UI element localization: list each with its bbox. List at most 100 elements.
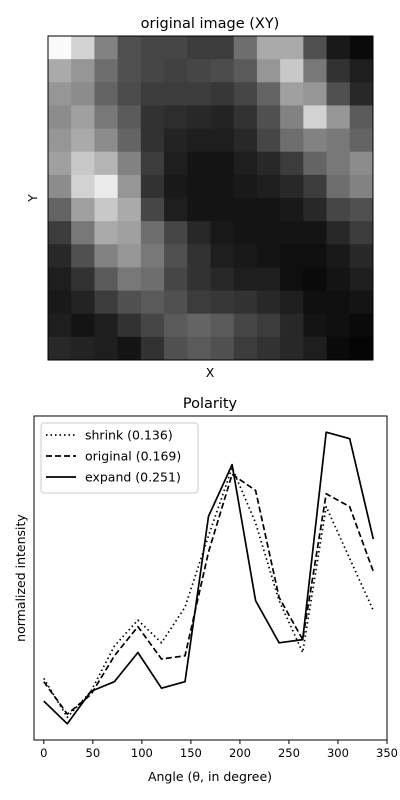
heatmap-cell <box>280 267 304 291</box>
heatmap-cell <box>350 221 374 245</box>
heatmap-cell <box>48 267 72 291</box>
heatmap-cell <box>280 82 304 106</box>
heatmap-cell <box>350 337 374 361</box>
heatmap-cell <box>48 221 72 245</box>
heatmap-cell <box>71 337 95 361</box>
heatmap-cell <box>187 59 211 83</box>
heatmap-cell <box>71 129 95 153</box>
heatmap-cell <box>141 105 165 129</box>
heatmap-cell <box>94 244 118 268</box>
x-tick-label: 50 <box>86 746 101 760</box>
heatmap-cell <box>71 291 95 315</box>
heatmap-cell <box>350 175 374 199</box>
heatmap-cell <box>118 314 142 338</box>
heatmap-cell <box>350 59 374 83</box>
heatmap-cell <box>141 221 165 245</box>
heatmap-cell <box>303 221 327 245</box>
heatmap-cell <box>164 337 188 361</box>
heatmap-cell <box>257 221 281 245</box>
heatmap-cell <box>280 314 304 338</box>
series-line-dotted <box>44 468 374 718</box>
heatmap-cell <box>211 291 235 315</box>
heatmap-cell <box>303 175 327 199</box>
heatmap-cell <box>187 198 211 222</box>
heatmap-cell <box>327 198 351 222</box>
heatmap-cell <box>211 267 235 291</box>
heatmap-cell <box>234 36 258 60</box>
heatmap-cell <box>187 267 211 291</box>
heatmap-cell <box>234 152 258 176</box>
heatmap-cell <box>327 337 351 361</box>
heatmap-cell <box>187 291 211 315</box>
heatmap-cell <box>48 244 72 268</box>
heatmap-cell <box>141 59 165 83</box>
heatmap-cell <box>187 175 211 199</box>
heatmap-cell <box>118 129 142 153</box>
heatmap-cell <box>350 129 374 153</box>
heatmap-cell <box>234 175 258 199</box>
heatmap-cell <box>211 337 235 361</box>
heatmap-cell <box>211 175 235 199</box>
heatmap-cell <box>211 59 235 83</box>
heatmap-cell <box>48 337 72 361</box>
heatmap-cell <box>118 198 142 222</box>
heatmap-cell <box>118 105 142 129</box>
heatmap-cell <box>187 129 211 153</box>
heatmap-cell <box>94 291 118 315</box>
heatmap-cell <box>211 36 235 60</box>
heatmap-cell <box>71 198 95 222</box>
heatmap-cell <box>94 36 118 60</box>
heatmap-cell <box>94 198 118 222</box>
heatmap-cell <box>257 267 281 291</box>
heatmap-cell <box>327 82 351 106</box>
heatmap-cell <box>234 105 258 129</box>
heatmap-cell <box>71 314 95 338</box>
heatmap-cell <box>164 221 188 245</box>
polarity-x-label: Angle (θ, in degree) <box>148 769 272 784</box>
heatmap-cell <box>141 291 165 315</box>
heatmap-cell <box>94 59 118 83</box>
heatmap-cell <box>164 267 188 291</box>
x-tick-label: 250 <box>278 746 300 760</box>
heatmap-cell <box>234 59 258 83</box>
heatmap-cell <box>164 314 188 338</box>
heatmap-cell <box>211 105 235 129</box>
heatmap-cell <box>280 175 304 199</box>
heatmap-cell <box>303 129 327 153</box>
heatmap-cell <box>327 267 351 291</box>
image-title: original image (XY) <box>141 16 280 32</box>
heatmap-cell <box>280 337 304 361</box>
heatmap-cell <box>327 314 351 338</box>
heatmap-cell <box>303 82 327 106</box>
heatmap-cell <box>187 244 211 268</box>
heatmap-cell <box>48 59 72 83</box>
heatmap-cell <box>280 129 304 153</box>
polarity-title: Polarity <box>183 396 238 412</box>
heatmap-cell <box>141 244 165 268</box>
heatmap-cell <box>48 36 72 60</box>
heatmap-cell <box>187 337 211 361</box>
heatmap-cell <box>327 152 351 176</box>
heatmap-cell <box>303 36 327 60</box>
heatmap-cell <box>303 198 327 222</box>
heatmap-cell <box>211 221 235 245</box>
heatmap-cell <box>280 36 304 60</box>
polarity-y-label: normalized intensity <box>13 514 28 642</box>
heatmap-cell <box>303 267 327 291</box>
heatmap-cell <box>257 198 281 222</box>
heatmap-cell <box>187 82 211 106</box>
heatmap-cell <box>234 129 258 153</box>
heatmap-cell <box>141 267 165 291</box>
heatmap-cell <box>141 82 165 106</box>
heatmap-cell <box>280 244 304 268</box>
heatmap-cell <box>327 59 351 83</box>
heatmap-cell <box>71 59 95 83</box>
heatmap-cell <box>211 129 235 153</box>
heatmap-cell <box>234 82 258 106</box>
heatmap-cell <box>164 198 188 222</box>
heatmap-cell <box>327 291 351 315</box>
heatmap-cell <box>350 36 374 60</box>
heatmap-cell <box>327 36 351 60</box>
heatmap-cell <box>94 314 118 338</box>
